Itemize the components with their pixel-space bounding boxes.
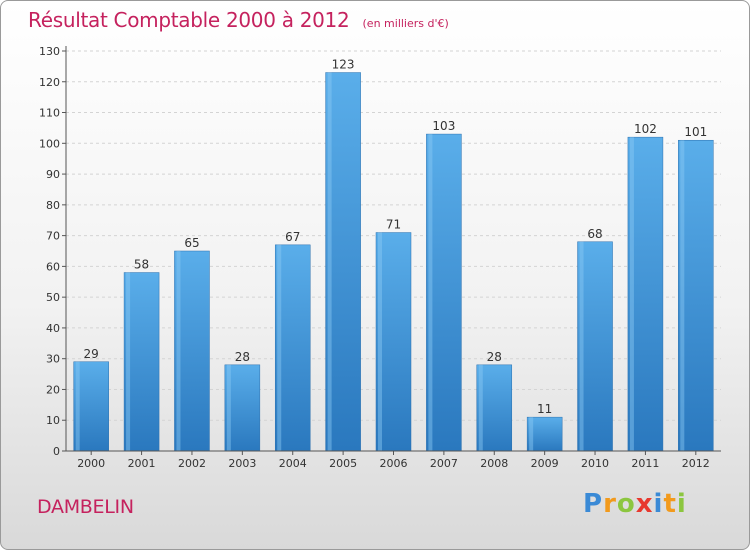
bar-value-label: 68: [587, 227, 602, 241]
bar-2010: [577, 241, 613, 452]
bar-highlight: [75, 361, 80, 451]
x-tick-label: 2000: [77, 457, 105, 470]
y-tick-label: 30: [46, 353, 60, 366]
bar-value-label: 28: [487, 350, 502, 364]
bar-value-label: 28: [235, 350, 250, 364]
x-tick-label: 2003: [228, 457, 256, 470]
logo-letter: i: [653, 489, 664, 519]
y-tick-label: 130: [39, 45, 60, 58]
x-tick-label: 2009: [531, 457, 559, 470]
town-name: DAMBELIN: [37, 496, 134, 518]
bar-2000: [73, 361, 109, 452]
x-tick-label: 2006: [380, 457, 408, 470]
bar-layer: [73, 72, 714, 452]
logo-letter: x: [635, 489, 654, 519]
x-tick-label: 2004: [279, 457, 307, 470]
bar-value-label: 65: [184, 236, 199, 250]
bar-value-label: 102: [634, 122, 657, 136]
bar-highlight: [126, 272, 131, 451]
bar-value-label: 123: [332, 58, 355, 72]
y-tick-label: 20: [46, 383, 60, 396]
bar-2005: [325, 72, 361, 452]
bar-highlight: [378, 232, 382, 451]
bar-highlight: [478, 364, 483, 451]
bar-value-label: 67: [285, 230, 300, 244]
bar-highlight: [226, 364, 231, 451]
y-tick-label: 90: [46, 168, 60, 181]
logo-letter: o: [616, 489, 636, 519]
y-tick-label: 120: [39, 76, 60, 89]
bar-value-label: 101: [684, 125, 707, 139]
y-tick-label: 110: [39, 107, 60, 120]
x-tick-label: 2007: [430, 457, 458, 470]
y-tick-label: 100: [39, 137, 60, 150]
bar-2006: [375, 232, 412, 452]
logo-letter: i: [676, 489, 687, 519]
y-tick-label: 0: [53, 445, 60, 458]
axis-layer: [62, 46, 721, 455]
bar-value-label: 29: [84, 347, 99, 361]
y-tick-label: 40: [46, 322, 60, 335]
bar-highlight: [428, 134, 433, 452]
bar-2007: [426, 133, 462, 452]
x-tick-label: 2011: [631, 457, 659, 470]
x-tick-label: 2010: [581, 457, 609, 470]
y-tick-label: 60: [46, 260, 60, 273]
x-tick-label: 2001: [128, 457, 156, 470]
y-tick-label: 70: [46, 230, 60, 243]
x-tick-label: 2012: [682, 457, 710, 470]
bar-highlight: [529, 417, 534, 451]
logo-letter: P: [583, 489, 604, 519]
bar-highlight: [579, 241, 584, 451]
bar-highlight: [680, 140, 685, 451]
bar-value-label: 71: [386, 218, 401, 232]
bar-highlight: [277, 244, 282, 451]
bar-highlight: [176, 251, 181, 451]
logo-letter: r: [603, 489, 617, 519]
bar-2009: [526, 416, 563, 452]
label-layer: 0 10 20 30 40 50 60 70 80 90 100 110 120 130 29 2000 58 2…: [39, 45, 710, 470]
x-tick-label: 2005: [329, 457, 357, 470]
bar-2011: [627, 136, 664, 452]
x-tick-label: 2008: [480, 457, 508, 470]
chart-subtitle: (en milliers d'€): [362, 17, 449, 30]
chart-title: Résultat Comptable 2000 à 2012: [28, 8, 350, 32]
bar-highlight: [327, 72, 332, 452]
bar-value-label: 58: [134, 258, 149, 272]
bar-value-label: 11: [537, 402, 552, 416]
y-tick-label: 80: [46, 199, 60, 212]
logo-letter: t: [663, 489, 677, 519]
bar-highlight: [629, 137, 634, 451]
bar-2008: [476, 364, 513, 452]
bar-value-label: 103: [432, 119, 455, 133]
y-tick-label: 10: [46, 414, 60, 427]
y-tick-label: 50: [46, 291, 60, 304]
proxiti-logo[interactable]: Proxiti: [583, 489, 687, 519]
bar-2012: [678, 139, 714, 452]
title-line: Résultat Comptable 2000 à 2012 (en milli…: [28, 8, 449, 32]
x-tick-label: 2002: [178, 457, 206, 470]
